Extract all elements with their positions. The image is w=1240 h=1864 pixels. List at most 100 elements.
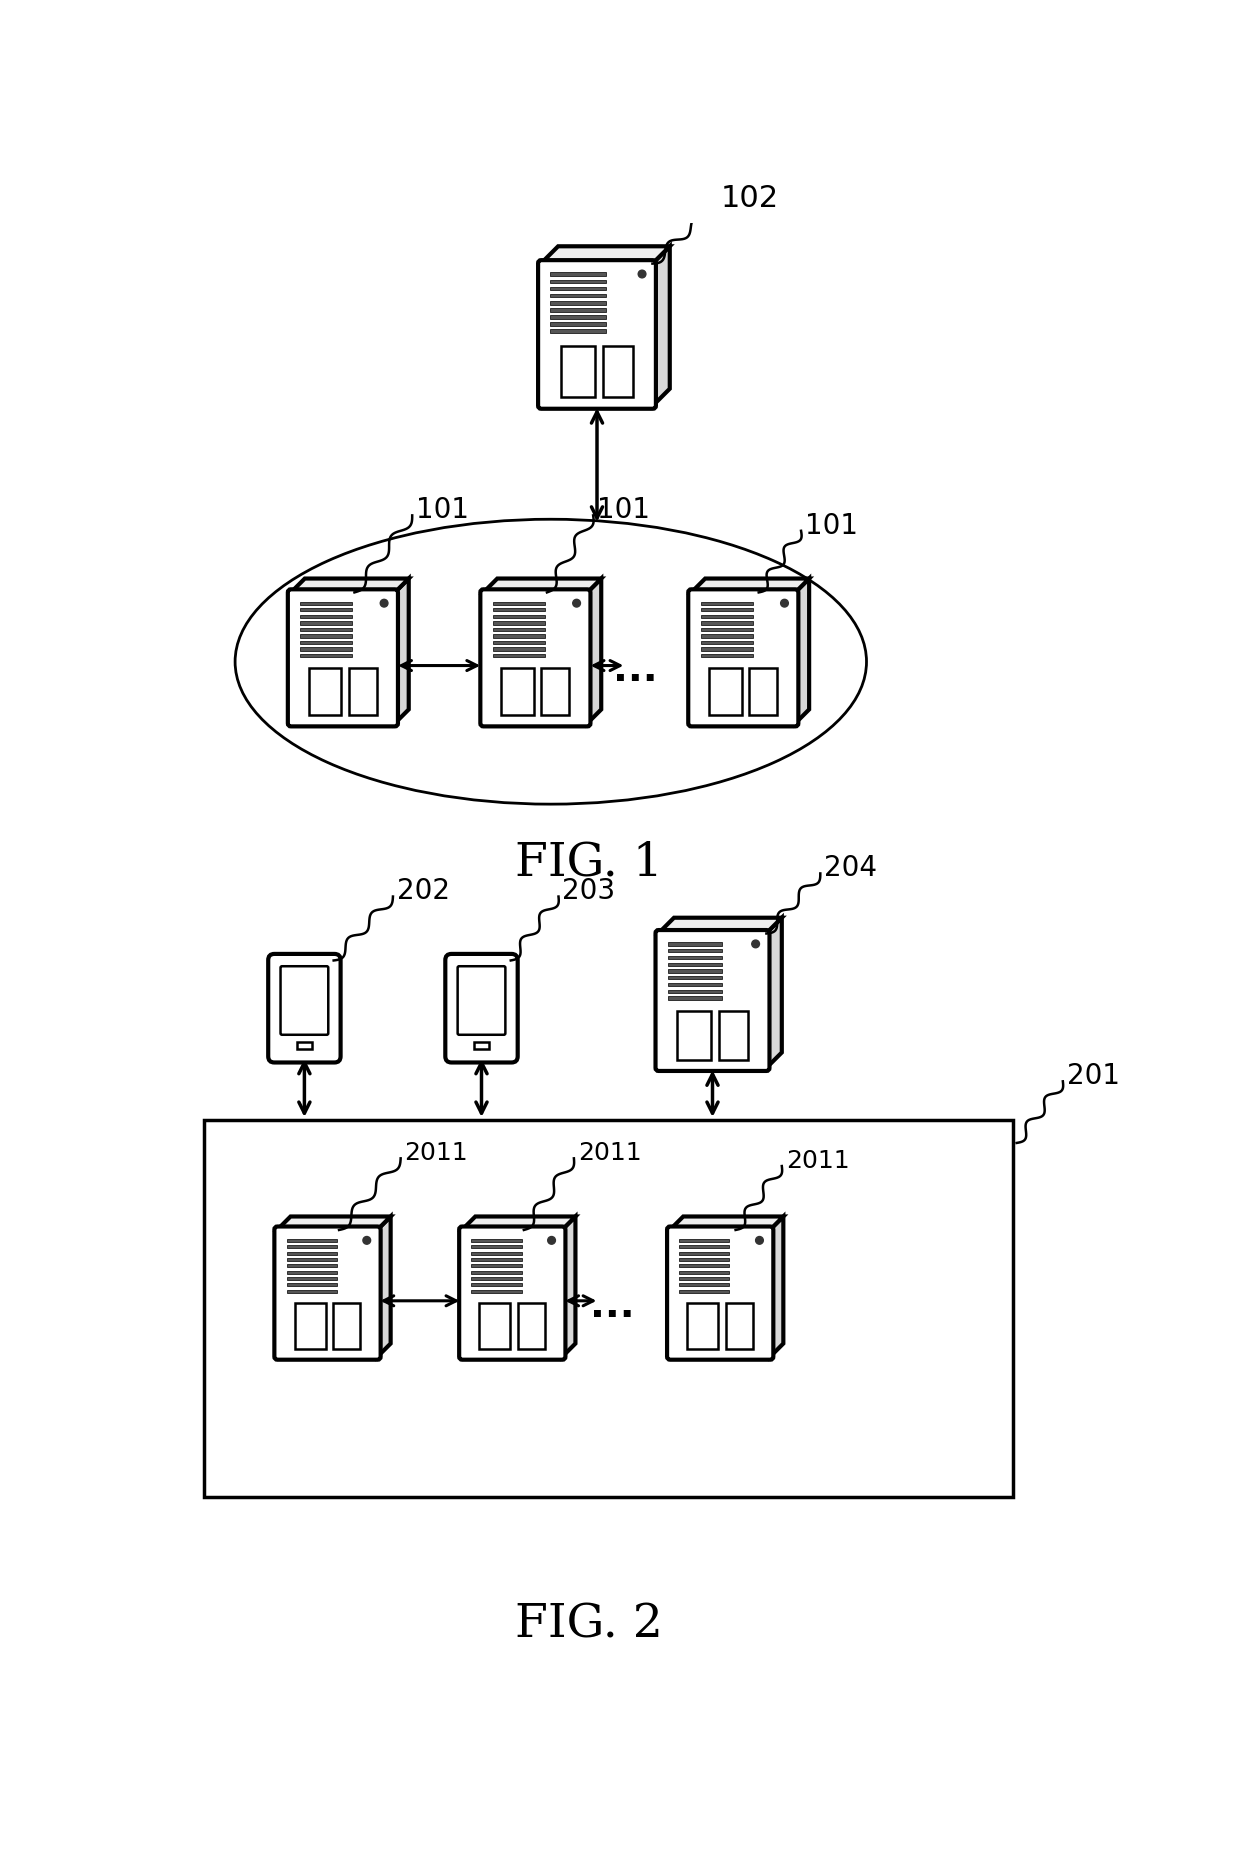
Text: 2011: 2011	[404, 1141, 469, 1165]
Bar	[300, 602, 352, 606]
Bar	[309, 669, 341, 716]
Bar	[471, 1245, 522, 1249]
Text: FIG. 2: FIG. 2	[516, 1601, 663, 1648]
Bar	[542, 669, 569, 716]
Bar	[518, 1303, 546, 1350]
Bar	[701, 641, 753, 645]
FancyBboxPatch shape	[459, 1227, 565, 1361]
Text: 101: 101	[596, 496, 650, 524]
Circle shape	[548, 1238, 556, 1245]
Bar	[701, 654, 753, 658]
Bar	[677, 1012, 711, 1061]
Bar	[701, 615, 753, 619]
Polygon shape	[652, 248, 670, 406]
Bar	[680, 1271, 729, 1275]
Bar	[680, 1290, 729, 1294]
Polygon shape	[394, 580, 409, 723]
Bar	[286, 1253, 337, 1254]
Bar	[492, 628, 544, 632]
Bar	[501, 669, 533, 716]
Bar	[286, 1245, 337, 1249]
Bar	[680, 1277, 729, 1281]
Bar	[480, 1303, 511, 1350]
FancyBboxPatch shape	[288, 591, 398, 727]
Bar	[474, 1042, 489, 1049]
Polygon shape	[770, 1217, 784, 1357]
Polygon shape	[658, 919, 781, 934]
Polygon shape	[278, 1217, 391, 1230]
FancyBboxPatch shape	[667, 1227, 774, 1361]
Polygon shape	[377, 1217, 391, 1357]
Bar	[551, 302, 606, 306]
Bar	[668, 997, 722, 1001]
Bar	[334, 1303, 361, 1350]
Bar	[701, 628, 753, 632]
Bar	[680, 1264, 729, 1268]
Bar	[680, 1245, 729, 1249]
Bar	[551, 274, 606, 278]
Text: 204: 204	[825, 854, 877, 882]
Bar	[701, 602, 753, 606]
Circle shape	[751, 941, 759, 949]
Bar	[471, 1258, 522, 1262]
Bar	[551, 295, 606, 298]
Bar	[286, 1284, 337, 1286]
Bar	[680, 1240, 729, 1241]
Polygon shape	[563, 1217, 575, 1357]
Circle shape	[363, 1238, 371, 1245]
FancyBboxPatch shape	[274, 1227, 381, 1361]
Bar	[300, 641, 352, 645]
Bar	[296, 1042, 312, 1049]
Circle shape	[639, 270, 646, 280]
Text: 202: 202	[397, 876, 450, 904]
Text: FIG. 1: FIG. 1	[516, 841, 663, 885]
Bar	[668, 956, 722, 960]
Bar	[471, 1290, 522, 1294]
Text: 203: 203	[563, 876, 615, 904]
Bar	[471, 1253, 522, 1254]
Bar	[727, 1303, 753, 1350]
Bar	[551, 280, 606, 283]
Bar	[300, 649, 352, 651]
Bar	[560, 347, 595, 397]
Text: 2011: 2011	[578, 1141, 641, 1165]
Text: ...: ...	[590, 1286, 635, 1323]
Circle shape	[381, 600, 388, 608]
Bar	[286, 1290, 337, 1294]
Circle shape	[573, 600, 580, 608]
FancyBboxPatch shape	[688, 591, 799, 727]
Bar	[205, 1120, 1013, 1497]
Bar	[551, 287, 606, 291]
Bar	[680, 1284, 729, 1286]
Bar	[492, 615, 544, 619]
Polygon shape	[541, 248, 670, 265]
Bar	[668, 964, 722, 966]
Bar	[300, 623, 352, 624]
Bar	[492, 641, 544, 645]
Bar	[492, 610, 544, 611]
Text: 102: 102	[720, 185, 779, 212]
Bar	[471, 1271, 522, 1275]
Ellipse shape	[236, 520, 867, 805]
Circle shape	[755, 1238, 764, 1245]
Bar	[492, 602, 544, 606]
Polygon shape	[795, 580, 810, 723]
Polygon shape	[692, 580, 810, 593]
Polygon shape	[291, 580, 409, 593]
Bar	[668, 990, 722, 994]
Bar	[300, 654, 352, 658]
Text: ...: ...	[614, 651, 657, 690]
Bar	[286, 1271, 337, 1275]
FancyBboxPatch shape	[445, 954, 517, 1062]
FancyBboxPatch shape	[458, 967, 506, 1035]
Bar	[286, 1258, 337, 1262]
Bar	[286, 1277, 337, 1281]
Bar	[668, 984, 722, 986]
Bar	[551, 322, 606, 326]
Bar	[551, 309, 606, 313]
Bar	[701, 623, 753, 624]
Bar	[492, 654, 544, 658]
Bar	[701, 636, 753, 637]
FancyBboxPatch shape	[280, 967, 329, 1035]
Bar	[286, 1240, 337, 1241]
